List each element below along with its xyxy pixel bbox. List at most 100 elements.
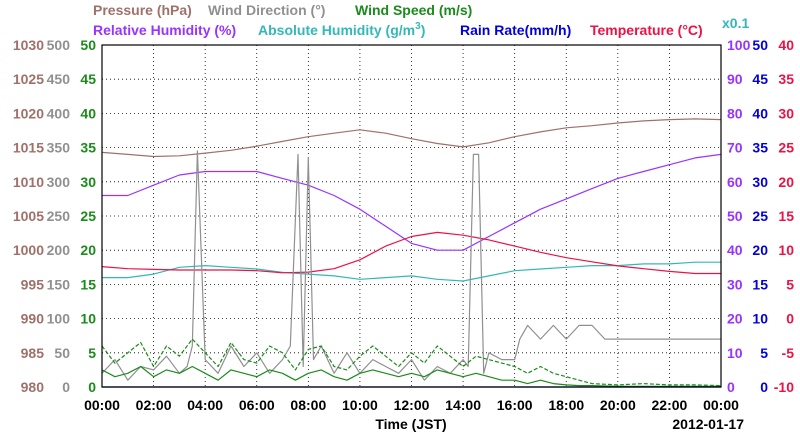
temperature-tick-label: 20 — [778, 174, 794, 190]
temperature-tick-label: 5 — [786, 276, 794, 292]
wind-speed-tick-label: 10 — [80, 311, 96, 327]
wind-direction-axis-label: Wind Direction (°) — [208, 2, 325, 18]
rain-rate-tick-label: 40 — [752, 105, 768, 121]
wind-speed-tick-label: 35 — [80, 140, 96, 156]
wind-direction-tick-label: 300 — [47, 174, 71, 190]
relative-humidity-tick-label: 20 — [727, 311, 743, 327]
x-tick-label: 10:00 — [342, 397, 378, 413]
wind-speed-tick-label: 45 — [80, 71, 96, 87]
temperature-tick-label: -5 — [782, 345, 795, 361]
wind-direction-tick-label: 250 — [47, 208, 71, 224]
series-lines — [101, 118, 722, 388]
wind-direction-tick-label: 0 — [62, 379, 70, 395]
relative-humidity-tick-label: 30 — [727, 276, 743, 292]
wind-direction-tick-label: 350 — [47, 140, 71, 156]
wind-speed-tick-label: 30 — [80, 174, 96, 190]
wind-speed-axis-label: Wind Speed (m/s) — [355, 2, 472, 18]
wind-speed-tick-label: 25 — [80, 208, 96, 224]
wind-speed-line — [101, 365, 721, 387]
relative-humidity-tick-label: 50 — [727, 208, 743, 224]
wind-direction-tick-label: 150 — [47, 276, 71, 292]
wind-direction-tick-label: 100 — [47, 311, 71, 327]
x-tick-label: 08:00 — [290, 397, 326, 413]
pressure-tick-label: 980 — [21, 379, 45, 395]
relative-humidity-tick-label: 0 — [727, 379, 735, 395]
grid — [102, 45, 721, 387]
temperature-axis-label: Temperature (°C) — [590, 22, 703, 38]
x-axis-title: Time (JST) — [375, 416, 446, 432]
x-tick-label: 00:00 — [84, 397, 120, 413]
temperature-tick-label: 25 — [778, 140, 794, 156]
wind-direction-tick-label: 400 — [47, 105, 71, 121]
rain-rate-tick-label: 5 — [760, 345, 768, 361]
x-tick-label: 06:00 — [239, 397, 275, 413]
wind-speed-tick-label: 0 — [88, 379, 96, 395]
pressure-tick-label: 985 — [21, 345, 45, 361]
absolute-humidity-label-sup: 3 — [415, 21, 421, 32]
x-tick-labels: 00:00 02:00 04:00 06:00 08:00 10:00 12:00 14:00… — [84, 397, 739, 413]
pressure-tick-label: 1010 — [13, 174, 44, 190]
rain-rate-tick-label: 50 — [752, 37, 768, 53]
wind-speed-tick-label: 15 — [80, 276, 96, 292]
x-tick-label: 04:00 — [187, 397, 223, 413]
relative-humidity-line — [102, 153, 722, 251]
x-tick-label: 00:00 — [703, 397, 739, 413]
pressure-tick-label: 990 — [21, 311, 45, 327]
x-tick-label: 22:00 — [652, 397, 688, 413]
rain-rate-tick-label: 20 — [752, 242, 768, 258]
wind-speed-tick-label: 5 — [88, 345, 96, 361]
temperature-tick-label: 30 — [778, 105, 794, 121]
absolute-humidity-label-post: ) — [421, 22, 426, 38]
absolute-humidity-axis-label: Absolute Humidity (g/m3) — [258, 21, 425, 38]
rain-rate-tick-label: 30 — [752, 174, 768, 190]
relative-humidity-tick-label: 60 — [727, 174, 743, 190]
relative-humidity-tick-label: 70 — [727, 140, 743, 156]
temperature-tick-label: -10 — [774, 379, 794, 395]
wind-speed-tick-label: 40 — [80, 105, 96, 121]
pressure-tick-label: 1030 — [13, 37, 44, 53]
pressure-tick-label: 1015 — [13, 140, 44, 156]
pressure-tick-label: 1005 — [13, 208, 44, 224]
wind-direction-tick-label: 450 — [47, 71, 71, 87]
x-tick-label: 02:00 — [136, 397, 172, 413]
pressure-tick-label: 995 — [21, 276, 45, 292]
footer-date: 2012-01-17 — [672, 416, 744, 432]
rain-rate-axis-label: Rain Rate(mm/h) — [460, 22, 571, 38]
rain-rate-tick-label: 25 — [752, 208, 768, 224]
wind-direction-tick-label: 500 — [47, 37, 71, 53]
x-tick-label: 14:00 — [445, 397, 481, 413]
pressure-tick-label: 1020 — [13, 105, 44, 121]
x-tick-label: 12:00 — [394, 397, 430, 413]
rain-rate-tick-label: 15 — [752, 276, 768, 292]
temperature-tick-label: 10 — [778, 242, 794, 258]
temperature-line — [101, 231, 721, 275]
relative-humidity-tick-label: 40 — [727, 242, 743, 258]
pressure-axis-label: Pressure (hPa) — [93, 2, 192, 18]
pressure-tick-label: 1000 — [13, 242, 44, 258]
wind-direction-tick-label: 200 — [47, 242, 71, 258]
relative-humidity-tick-label: 80 — [727, 105, 743, 121]
wind-speed-tick-label: 20 — [80, 242, 96, 258]
relative-humidity-tick-label: 10 — [727, 345, 743, 361]
plot-frame — [101, 44, 722, 388]
wind-direction-tick-label: 50 — [54, 345, 70, 361]
temperature-tick-label: 15 — [778, 208, 794, 224]
x-tick-label: 16:00 — [497, 397, 533, 413]
absolute-humidity-label-pre: Absolute Humidity (g/m — [258, 22, 415, 38]
x-tick-label: 18:00 — [548, 397, 584, 413]
relative-humidity-tick-label: 90 — [727, 71, 743, 87]
axis-ticks: 1030102510201015101010051000995990985980… — [13, 37, 794, 395]
scale-note: x0.1 — [722, 15, 749, 31]
relative-humidity-axis-label: Relative Humidity (%) — [93, 22, 236, 38]
x-tick-label: 20:00 — [600, 397, 636, 413]
wind-speed-tick-label: 50 — [80, 37, 96, 53]
temperature-tick-label: 40 — [778, 37, 794, 53]
pressure-line — [101, 118, 722, 158]
temperature-tick-label: 0 — [786, 311, 794, 327]
rain-rate-tick-label: 0 — [760, 379, 768, 395]
rain-rate-tick-label: 45 — [752, 71, 768, 87]
rain-rate-tick-label: 35 — [752, 140, 768, 156]
wind-speed-line — [101, 338, 722, 387]
pressure-tick-label: 1025 — [13, 71, 44, 87]
